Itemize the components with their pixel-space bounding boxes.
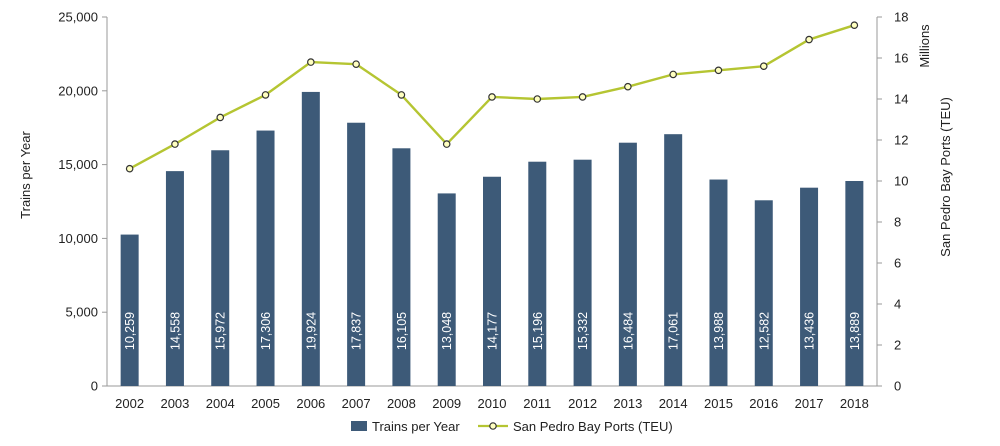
teu-point [261,91,270,99]
x-tick-label: 2010 [478,396,507,411]
bar-data-label: 10,259 [123,312,137,350]
x-tick-label: 2018 [840,396,869,411]
x-tick-label: 2006 [296,396,325,411]
left-y-axis-ticks: 0 5,000 10,000 15,000 20,000 25,000 [58,10,98,394]
right-tick-label: 2 [894,338,901,353]
bar-data-label: 19,924 [304,312,318,350]
right-tick-label: 12 [894,133,908,148]
x-tick-label: 2011 [523,396,551,411]
teu-point [125,164,134,173]
bar [618,142,637,386]
teu-point [533,95,542,103]
x-tick-label: 2016 [749,396,778,411]
x-tick-label: 2014 [659,396,688,411]
right-tick-label: 8 [894,215,901,230]
right-tick-label: 10 [894,174,908,189]
bar-data-label: 15,972 [214,312,228,350]
bar [120,234,139,386]
right-axis-unit: Millions [917,24,932,68]
teu-point [488,93,496,101]
right-tick-label: 16 [894,51,908,66]
bar [573,159,592,386]
line-series [125,21,859,173]
bar [165,171,184,386]
bar-data-label: 14,558 [168,312,182,350]
left-tick-label: 5,000 [65,305,98,320]
left-tick-label: 20,000 [58,83,98,98]
bar-series [120,91,864,387]
x-tick-label: 2003 [160,396,189,411]
teu-point [850,21,859,30]
bar-data-label: 15,196 [531,312,545,350]
x-tick-label: 2007 [342,396,371,411]
left-tick-label: 15,000 [58,157,98,172]
bar-data-label: 12,582 [757,312,771,350]
bar-data-label: 14,177 [486,312,500,350]
bar [256,130,275,386]
x-tick-label: 2004 [206,396,235,411]
bar [754,200,773,386]
right-y-axis-ticks: 0 2 4 6 8 10 12 14 16 18 [894,10,908,394]
bar [392,148,411,386]
bar-data-label: 17,306 [259,312,273,350]
left-axis-title: Trains per Year [18,130,33,218]
bar-data-label: 16,105 [395,312,409,350]
legend: Trains per Year San Pedro Bay Ports (TEU… [351,419,673,434]
teu-point [307,58,315,66]
x-tick-label: 2009 [432,396,461,411]
left-tick-label: 10,000 [58,231,98,246]
legend-label-bars: Trains per Year [372,419,460,434]
bar-data-labels: 10,259 14,558 15,972 17,306 19,924 17,837 16,1… [123,312,862,350]
bar-data-label: 13,988 [712,312,726,350]
bar [347,122,366,386]
teu-point [352,60,360,68]
bar-data-label: 15,332 [576,312,590,350]
right-tick-label: 18 [894,10,908,25]
x-tick-label: 2005 [251,396,280,411]
teu-point [669,70,677,79]
bar [709,179,728,386]
x-tick-label: 2015 [704,396,733,411]
legend-swatch-bars [351,421,367,431]
teu-point [171,140,179,148]
teu-point [624,82,632,91]
teu-point [714,66,723,75]
bar [800,187,819,386]
right-tick-label: 6 [894,256,901,271]
x-tick-label: 2013 [613,396,642,411]
bar [211,150,230,386]
bar-data-label: 13,436 [803,312,817,350]
bar-data-label: 13,048 [440,312,454,350]
teu-point [442,140,451,148]
bar [301,91,320,387]
legend-marker [489,422,497,430]
right-tick-label: 4 [894,297,901,312]
bar-data-label: 17,061 [667,312,681,350]
bar [664,134,683,386]
teu-point [805,35,813,44]
left-tick-label: 0 [91,379,98,394]
teu-point [397,91,406,99]
left-tick-label: 25,000 [58,10,98,25]
bar [528,161,547,386]
teu-point [216,113,225,122]
right-tick-label: 14 [894,92,908,107]
right-axis-title: San Pedro Bay Ports (TEU) [938,97,953,257]
x-tick-label: 2017 [795,396,824,411]
legend-label-line: San Pedro Bay Ports (TEU) [513,419,673,434]
x-tick-label: 2002 [115,396,144,411]
right-tick-label: 0 [894,379,901,394]
bar [483,176,501,386]
teu-point [759,62,768,70]
bar-data-label: 16,484 [621,312,635,350]
bar-data-label: 17,837 [350,312,364,350]
bar-data-label: 13,889 [848,312,862,350]
teu-point [578,93,587,101]
x-tick-label: 2012 [568,396,597,411]
bar [437,193,456,386]
x-tick-label: 2008 [387,396,416,411]
x-axis-ticks: 2002 2003 2004 2005 2006 2007 2008 2009 2010 2011… [115,396,869,411]
bar [845,180,864,386]
